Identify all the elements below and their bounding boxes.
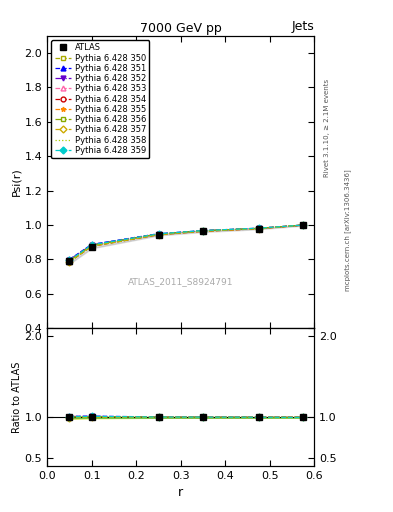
Pythia 6.428 354 xyxy=(89,243,94,249)
Pythia 6.428 350 xyxy=(89,243,94,249)
Pythia 6.428 352 xyxy=(156,231,161,237)
Pythia 6.428 358 xyxy=(156,231,161,238)
Pythia 6.428 350 xyxy=(256,225,261,231)
Legend: ATLAS, Pythia 6.428 350, Pythia 6.428 351, Pythia 6.428 352, Pythia 6.428 353, P: ATLAS, Pythia 6.428 350, Pythia 6.428 35… xyxy=(51,40,149,158)
Pythia 6.428 354 xyxy=(156,231,161,238)
Pythia 6.428 351 xyxy=(256,225,261,231)
Pythia 6.428 358 xyxy=(67,258,72,264)
Text: Jets: Jets xyxy=(292,20,314,33)
Pythia 6.428 350 xyxy=(67,259,72,265)
Pythia 6.428 359 xyxy=(201,227,206,233)
Line: Pythia 6.428 357: Pythia 6.428 357 xyxy=(67,223,306,264)
Pythia 6.428 352 xyxy=(89,242,94,248)
Pythia 6.428 357 xyxy=(256,226,261,232)
Pythia 6.428 353 xyxy=(301,222,306,228)
Pythia 6.428 359 xyxy=(67,257,72,263)
Line: Pythia 6.428 356: Pythia 6.428 356 xyxy=(67,223,306,263)
Pythia 6.428 356 xyxy=(301,222,306,228)
Line: Pythia 6.428 354: Pythia 6.428 354 xyxy=(67,223,306,264)
Line: Pythia 6.428 350: Pythia 6.428 350 xyxy=(67,223,306,265)
Line: Pythia 6.428 355: Pythia 6.428 355 xyxy=(67,223,306,263)
Pythia 6.428 359 xyxy=(156,231,161,237)
Pythia 6.428 358 xyxy=(89,243,94,249)
Pythia 6.428 351 xyxy=(201,227,206,233)
Pythia 6.428 353 xyxy=(89,243,94,249)
Pythia 6.428 357 xyxy=(156,231,161,238)
Pythia 6.428 358 xyxy=(256,225,261,231)
Pythia 6.428 354 xyxy=(301,222,306,228)
Pythia 6.428 353 xyxy=(201,228,206,234)
Pythia 6.428 357 xyxy=(67,259,72,265)
X-axis label: r: r xyxy=(178,486,184,499)
Pythia 6.428 351 xyxy=(301,222,306,228)
Pythia 6.428 356 xyxy=(256,225,261,231)
Text: mcplots.cern.ch [arXiv:1306.3436]: mcplots.cern.ch [arXiv:1306.3436] xyxy=(344,169,351,291)
Pythia 6.428 355 xyxy=(89,242,94,248)
Pythia 6.428 350 xyxy=(156,231,161,238)
Pythia 6.428 352 xyxy=(67,257,72,263)
Text: Rivet 3.1.10, ≥ 2.1M events: Rivet 3.1.10, ≥ 2.1M events xyxy=(324,79,330,177)
Pythia 6.428 353 xyxy=(67,258,72,264)
Line: Pythia 6.428 351: Pythia 6.428 351 xyxy=(67,223,306,262)
Pythia 6.428 355 xyxy=(67,258,72,264)
Pythia 6.428 353 xyxy=(156,231,161,238)
Pythia 6.428 355 xyxy=(301,222,306,228)
Pythia 6.428 356 xyxy=(67,258,72,264)
Title: 7000 GeV pp: 7000 GeV pp xyxy=(140,22,222,35)
Y-axis label: Ratio to ATLAS: Ratio to ATLAS xyxy=(12,361,22,433)
Pythia 6.428 350 xyxy=(301,222,306,228)
Pythia 6.428 358 xyxy=(201,228,206,234)
Pythia 6.428 355 xyxy=(156,231,161,237)
Pythia 6.428 355 xyxy=(201,228,206,234)
Pythia 6.428 355 xyxy=(256,225,261,231)
Pythia 6.428 357 xyxy=(89,243,94,249)
Pythia 6.428 357 xyxy=(201,228,206,234)
Pythia 6.428 351 xyxy=(89,241,94,247)
Pythia 6.428 354 xyxy=(201,228,206,234)
Pythia 6.428 353 xyxy=(256,225,261,231)
Pythia 6.428 352 xyxy=(201,228,206,234)
Y-axis label: Psi(r): Psi(r) xyxy=(12,168,22,197)
Pythia 6.428 351 xyxy=(67,257,72,263)
Pythia 6.428 358 xyxy=(301,222,306,228)
Pythia 6.428 359 xyxy=(301,222,306,228)
Pythia 6.428 350 xyxy=(201,228,206,234)
Pythia 6.428 356 xyxy=(156,231,161,237)
Pythia 6.428 352 xyxy=(256,225,261,231)
Line: Pythia 6.428 358: Pythia 6.428 358 xyxy=(70,225,303,261)
Pythia 6.428 351 xyxy=(156,230,161,237)
Pythia 6.428 354 xyxy=(67,259,72,265)
Line: Pythia 6.428 352: Pythia 6.428 352 xyxy=(67,223,306,262)
Pythia 6.428 359 xyxy=(89,242,94,248)
Pythia 6.428 357 xyxy=(301,222,306,228)
Pythia 6.428 356 xyxy=(89,242,94,248)
Pythia 6.428 352 xyxy=(301,222,306,228)
Pythia 6.428 356 xyxy=(201,228,206,234)
Text: ATLAS_2011_S8924791: ATLAS_2011_S8924791 xyxy=(128,277,233,286)
Line: Pythia 6.428 359: Pythia 6.428 359 xyxy=(67,223,306,263)
Line: Pythia 6.428 353: Pythia 6.428 353 xyxy=(67,223,306,264)
Pythia 6.428 354 xyxy=(256,226,261,232)
Pythia 6.428 359 xyxy=(256,225,261,231)
